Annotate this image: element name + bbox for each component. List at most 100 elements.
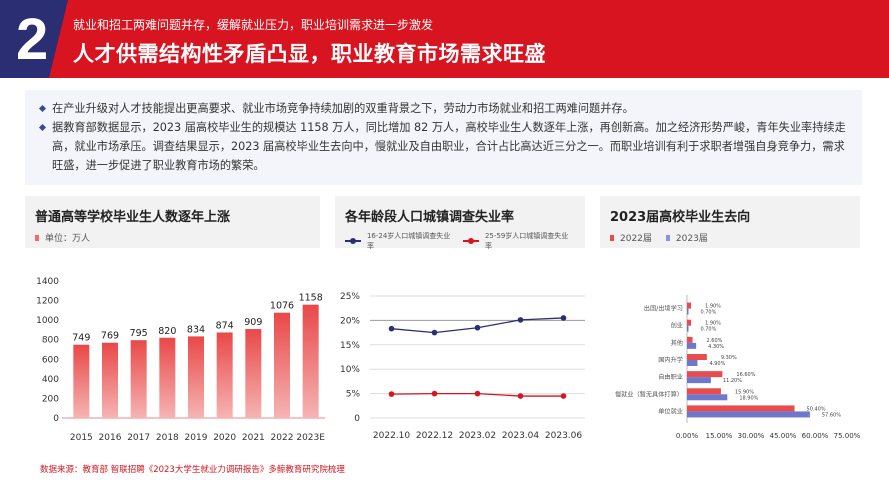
y-tick-label: 0 (53, 414, 59, 424)
bar-value-label: 2.60% (707, 338, 723, 344)
legend-marker-red (463, 238, 479, 244)
x-tick-label: 2016 (99, 433, 122, 443)
bar-value-label: 749 (72, 333, 90, 344)
data-point (474, 324, 481, 331)
x-tick-label: 0.00% (676, 432, 699, 440)
section-number: 2 (16, 7, 49, 72)
x-tick-label: 2018 (156, 433, 179, 443)
bar-value-label: 9.30% (721, 355, 737, 361)
legend-swatch (665, 234, 670, 241)
y-tick-label: 0 (354, 414, 360, 424)
x-tick-label: 2017 (127, 433, 150, 443)
legend-swatch (35, 234, 39, 241)
chart3-hbar-chart: 0.00% 15.00% 30.00% 45.00% 60.00% 75.00% 出国/出境… (615, 295, 861, 440)
bar-value-label: 57.60% (822, 412, 841, 418)
data-source: 数据来源：教育部 智联招聘《2023大学生就业力调研报告》多鲸教育研究院梳理 (40, 465, 345, 475)
y-tick-label: 600 (42, 355, 59, 365)
data-point (431, 329, 438, 336)
bar (687, 394, 728, 401)
bar (687, 319, 692, 326)
x-tick-label: 30.00% (738, 432, 765, 440)
y-tick-label: 1000 (36, 316, 59, 326)
category-label: 慢就业（暂无具体打算） (615, 390, 683, 398)
legend-swatch (610, 234, 614, 241)
y-tick-label: 200 (42, 394, 59, 404)
summary-box: 在产业升级对人才技能提出更高要求、就业市场竞争持续加剧的双重背景之下，劳动力市场… (25, 90, 862, 185)
x-tick-label: 2021 (242, 433, 265, 443)
category-label: 单位就业 (658, 407, 683, 415)
header-title: 人才供需结构性矛盾凸显，职业教育市场需求旺盛 (73, 42, 546, 66)
data-point (388, 325, 395, 332)
y-tick-label: 25% (340, 292, 360, 302)
bar-value-label: 18.90% (739, 395, 758, 401)
y-tick-label: 15% (340, 341, 360, 351)
y-tick-label: 20% (340, 316, 360, 326)
summary-bullet: 在产业升级对人才技能提出更高要求、就业市场竞争持续加剧的双重背景之下，劳动力市场… (39, 99, 850, 118)
x-tick-label: 2023E (296, 433, 325, 443)
summary-bullet: 据教育部数据显示，2023 届高校毕业生的规模达 1158 万人，同比增加 82… (39, 118, 850, 175)
bar (687, 342, 697, 349)
y-tick-label: 800 (42, 336, 59, 346)
bar-value-label: 50.40% (807, 406, 826, 412)
x-tick-label: 2023.06 (545, 431, 582, 441)
data-point (388, 391, 395, 397)
category-label: 自由职业 (658, 373, 683, 381)
bar (274, 312, 290, 418)
y-tick-label: 400 (42, 375, 59, 385)
header-subtitle: 就业和招工两难问题并存，缓解就业压力，职业培训需求进一步激发 (73, 18, 434, 32)
legend-label: 2023届 (675, 234, 708, 244)
data-point (474, 390, 481, 397)
bar-value-label: 820 (158, 326, 176, 337)
bar (687, 325, 689, 332)
bar (130, 340, 147, 418)
x-tick-label: 2020 (213, 433, 236, 443)
bar (159, 337, 176, 418)
data-point (560, 315, 567, 321)
category-label: 创业 (671, 322, 683, 330)
bar (687, 388, 721, 395)
bar-value-label: 1076 (270, 301, 294, 312)
y-tick-label: 1200 (36, 297, 59, 307)
x-tick-label: 45.00% (770, 432, 797, 440)
bar (687, 308, 689, 315)
x-tick-label: 2015 (70, 433, 93, 443)
y-tick-label: 5% (346, 390, 361, 400)
category-label: 出国/出境学习 (644, 305, 683, 313)
bar-value-label: 769 (101, 331, 119, 342)
chart2-header: 各年龄段人口城镇调查失业率 16-24岁人口城镇调查失业率 25-59岁人口城镇… (335, 196, 585, 250)
x-tick-label: 2023.04 (502, 431, 539, 441)
legend-label: 2022届 (620, 234, 652, 244)
bar-value-label: 834 (187, 324, 205, 335)
bar-value-label: 0.70% (700, 327, 716, 333)
data-point (517, 317, 524, 323)
bar-value-label: 874 (216, 320, 234, 331)
chart3-title: 2023届高校毕业生去向 (610, 210, 751, 225)
bar-value-label: 16.60% (736, 372, 755, 378)
chart1-title: 普通高等学校毕业生人数逐年上涨 (35, 210, 231, 225)
x-tick-label: 2019 (185, 433, 208, 443)
y-tick-label: 10% (340, 365, 360, 375)
x-tick-label: 15.00% (706, 432, 733, 440)
bar-value-label: 795 (130, 328, 148, 339)
chart2-title: 各年龄段人口城镇调查失业率 (345, 210, 515, 225)
bar (102, 342, 118, 418)
bar-value-label: 0.70% (700, 310, 716, 316)
y-tick-label: 1400 (36, 277, 59, 287)
category-label: 国内升学 (658, 356, 683, 364)
legend-label: 25-59岁人口城镇调查失业率 (484, 232, 569, 250)
data-point (431, 390, 438, 397)
x-tick-label: 2022.10 (373, 431, 410, 441)
bar (687, 360, 698, 366)
data-point (560, 393, 567, 399)
bar-value-label: 1.90% (705, 304, 721, 310)
x-tick-label: 75.00% (834, 432, 861, 440)
bar (73, 344, 90, 418)
bar-value-label: 11.20% (723, 378, 742, 384)
data-point (517, 393, 524, 399)
bar-value-label: 15.90% (735, 389, 754, 395)
bar (687, 405, 795, 412)
bar (302, 304, 319, 418)
category-label: 其他 (671, 339, 683, 347)
bar-value-label: 909 (244, 317, 262, 328)
chart1-bar-chart: 0 200 400 600 800 1000 1200 1400 749 2015 769 2016 7… (36, 277, 325, 443)
